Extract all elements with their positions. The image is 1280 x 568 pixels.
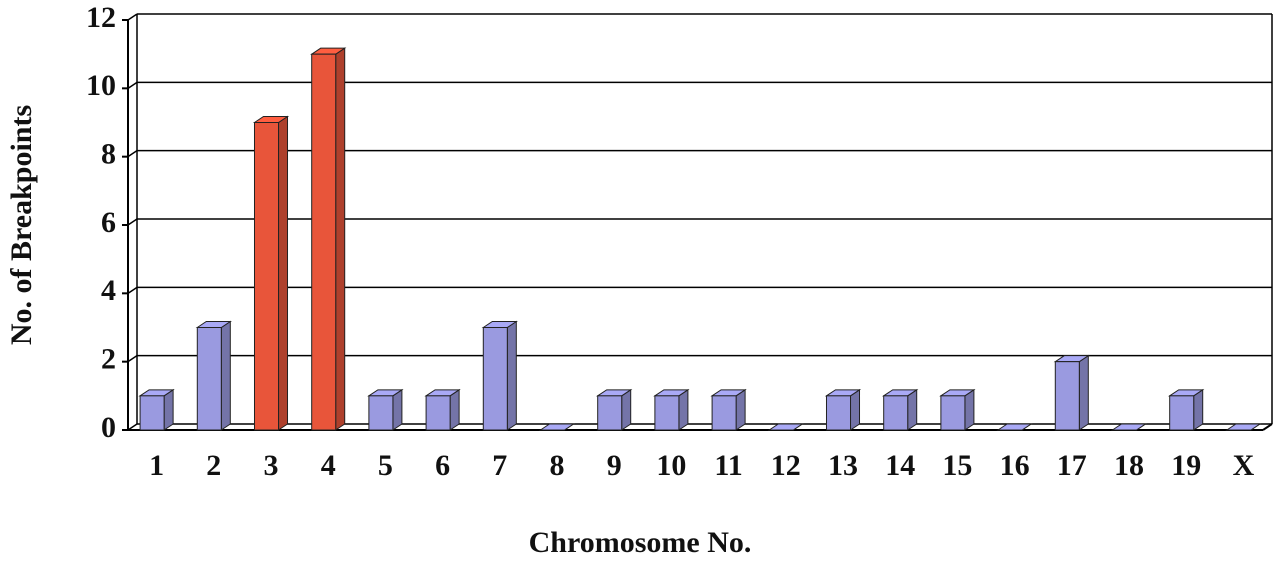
x-tick-label: 14 — [885, 449, 915, 482]
bar-side — [506, 320, 517, 431]
bar — [711, 395, 737, 431]
x-tick-label: 13 — [828, 449, 858, 482]
bar — [368, 395, 394, 431]
bar-top — [767, 423, 804, 431]
y-axis-title: No. of Breakpoints — [5, 105, 38, 345]
x-tick-label: 7 — [492, 449, 507, 482]
x-tick-label: 4 — [321, 449, 336, 482]
floor-edge — [1262, 423, 1273, 431]
bar — [425, 395, 451, 431]
grid-line-side — [127, 150, 138, 158]
bar-side — [392, 388, 403, 431]
y-tick-label: 0 — [101, 411, 116, 444]
grid-line-side — [127, 81, 138, 89]
bar-side — [220, 320, 231, 431]
bar — [1054, 361, 1080, 431]
bar — [139, 395, 165, 431]
bar-side — [449, 388, 460, 431]
y-tick-label: 4 — [101, 274, 116, 307]
x-tick-label: 1 — [149, 449, 164, 482]
bar-top — [1225, 423, 1262, 431]
x-tick-label: 17 — [1057, 449, 1087, 482]
bar — [196, 327, 222, 431]
x-tick-label: 10 — [656, 449, 686, 482]
bar-side — [678, 388, 689, 431]
y-tick-label: 6 — [101, 206, 116, 239]
bar-top — [538, 423, 576, 431]
bar — [597, 395, 623, 431]
x-tick-label: 18 — [1114, 449, 1144, 482]
bar-side — [163, 388, 174, 431]
grid-line-side — [127, 218, 138, 226]
bar-side — [735, 388, 746, 431]
bar — [482, 327, 508, 431]
grid-line-side — [127, 355, 138, 363]
x-tick-label: 2 — [206, 449, 221, 482]
y-tick-label: 2 — [101, 343, 116, 376]
bar — [253, 122, 280, 431]
bar — [311, 53, 337, 431]
x-tick-label: 9 — [607, 449, 622, 482]
x-tick-label: 3 — [264, 449, 279, 482]
bar — [883, 395, 909, 431]
x-tick-label: 8 — [550, 449, 565, 482]
bar — [940, 395, 966, 431]
x-tick-label: 6 — [435, 449, 450, 482]
bar-side — [907, 388, 918, 431]
bar-side — [1193, 388, 1204, 431]
bar-top — [996, 423, 1033, 431]
x-tick-label: 12 — [771, 449, 801, 482]
x-tick-label: 19 — [1171, 449, 1201, 482]
y-tick-label: 8 — [101, 138, 116, 171]
bar-side — [335, 47, 346, 431]
bar — [1169, 395, 1195, 431]
bar-side — [964, 388, 975, 431]
y-tick-label: 10 — [86, 69, 116, 102]
bar-top — [1110, 423, 1148, 431]
x-tick-label: 15 — [942, 449, 972, 482]
x-tick-label: 11 — [714, 449, 742, 482]
x-tick-label: 16 — [1000, 449, 1030, 482]
bar-side — [621, 388, 632, 431]
grid-line-side — [127, 13, 138, 21]
x-tick-label: X — [1233, 449, 1255, 482]
bar-side — [278, 115, 289, 431]
bar-side — [850, 388, 861, 431]
x-tick-label: 5 — [378, 449, 393, 482]
bar — [825, 395, 852, 431]
x-axis-title: Chromosome No. — [529, 526, 752, 559]
y-tick-label: 12 — [86, 1, 116, 34]
grid-line-side — [127, 286, 138, 294]
bar — [654, 395, 680, 431]
bar-side — [1078, 354, 1089, 431]
